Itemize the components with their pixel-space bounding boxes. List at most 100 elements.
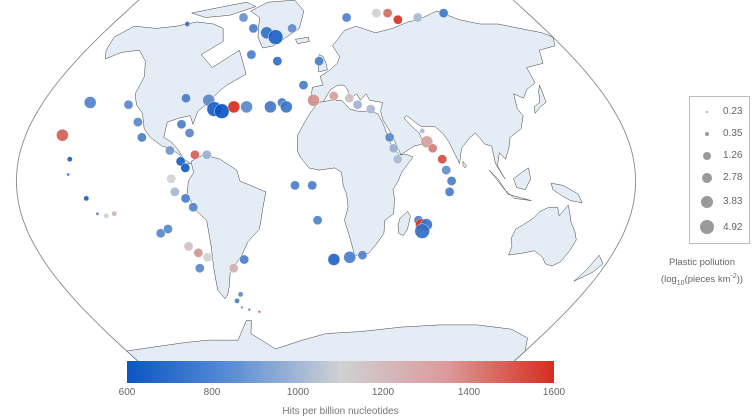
sample-points — [56, 8, 457, 314]
sample-point[interactable] — [228, 263, 239, 274]
sample-point[interactable] — [290, 180, 300, 191]
sample-point[interactable] — [327, 253, 341, 266]
sample-point[interactable] — [165, 145, 175, 156]
sample-point[interactable] — [446, 176, 457, 186]
sample-point[interactable] — [67, 156, 73, 162]
sample-point[interactable] — [194, 263, 205, 274]
sample-point[interactable] — [384, 132, 395, 143]
sample-point[interactable] — [280, 100, 293, 114]
sample-point[interactable] — [382, 8, 393, 18]
sample-point[interactable] — [188, 202, 198, 212]
sample-point[interactable] — [298, 80, 309, 90]
sample-point[interactable] — [137, 132, 147, 143]
size-legend-title-line1: Plastic pollution — [668, 257, 735, 268]
sample-point[interactable] — [444, 187, 455, 197]
size-legend-value: 4.92 — [723, 222, 743, 233]
size-legend-row: 0.35 — [690, 125, 751, 145]
sample-point[interactable] — [184, 21, 191, 27]
size-legend-dot — [700, 220, 714, 234]
sample-point[interactable] — [437, 154, 448, 164]
size-legend-value: 0.23 — [723, 106, 743, 117]
sample-point[interactable] — [181, 93, 191, 103]
sample-point[interactable] — [392, 154, 403, 164]
sample-point[interactable] — [357, 250, 368, 260]
sample-point[interactable] — [180, 163, 191, 173]
sample-point[interactable] — [419, 128, 426, 134]
sample-point[interactable] — [183, 241, 194, 252]
sample-point[interactable] — [344, 93, 355, 103]
sample-point[interactable] — [438, 8, 449, 18]
landmass-madagascar — [397, 211, 411, 236]
sample-point[interactable] — [237, 291, 244, 298]
sample-point[interactable] — [248, 23, 259, 34]
sample-point[interactable] — [95, 211, 100, 216]
sample-point[interactable] — [234, 298, 240, 304]
sample-point[interactable] — [202, 252, 213, 263]
sample-point[interactable] — [227, 100, 241, 114]
sample-point[interactable] — [239, 254, 249, 265]
sample-point[interactable] — [103, 213, 110, 219]
landmass-borneo — [513, 167, 531, 190]
sample-point[interactable] — [341, 12, 352, 23]
sample-point[interactable] — [175, 156, 186, 167]
sample-point[interactable] — [307, 94, 320, 107]
sample-point[interactable] — [83, 96, 97, 109]
sample-point[interactable] — [111, 210, 118, 217]
size-legend-dot — [702, 173, 712, 183]
sample-point[interactable] — [184, 128, 195, 138]
sample-point[interactable] — [240, 100, 253, 114]
sample-point[interactable] — [257, 310, 261, 314]
landmass-new-guinea — [551, 182, 583, 204]
sample-point[interactable] — [163, 224, 173, 234]
sample-point[interactable] — [83, 195, 90, 202]
sample-point[interactable] — [180, 193, 191, 204]
sample-point[interactable] — [307, 180, 318, 191]
sample-point[interactable] — [240, 305, 244, 309]
sample-point[interactable] — [56, 128, 69, 142]
sample-point[interactable] — [246, 49, 257, 60]
sample-point[interactable] — [66, 172, 70, 177]
sample-point[interactable] — [155, 228, 166, 239]
sample-point[interactable] — [201, 149, 212, 160]
sample-point[interactable] — [352, 99, 363, 110]
sample-point[interactable] — [328, 91, 339, 101]
sample-point[interactable] — [238, 12, 249, 23]
sample-point[interactable] — [193, 248, 204, 258]
sample-point[interactable] — [365, 104, 376, 114]
size-legend-dot — [701, 196, 713, 208]
sample-point[interactable] — [314, 56, 324, 66]
unit-text: (log — [660, 274, 677, 286]
unit-superscript: -2 — [730, 273, 737, 280]
sample-point[interactable] — [427, 143, 438, 154]
sample-point[interactable] — [287, 23, 297, 34]
sample-point[interactable] — [123, 99, 134, 110]
sample-point[interactable] — [371, 8, 382, 18]
size-legend-value: 3.83 — [723, 196, 743, 207]
landmass-indonesia — [488, 169, 532, 201]
color-scale-tick: 1400 — [457, 387, 481, 398]
sample-point[interactable] — [190, 149, 200, 160]
sample-point[interactable] — [412, 12, 423, 23]
landmass-new-zealand — [573, 254, 604, 282]
sample-point[interactable] — [166, 173, 176, 184]
color-scale-tick: 1600 — [542, 387, 566, 398]
landmass-sri-lanka — [462, 160, 467, 169]
sample-point[interactable] — [264, 100, 277, 114]
sample-point[interactable] — [176, 119, 187, 130]
sample-point[interactable] — [133, 117, 143, 127]
color-scale-tick: 1200 — [371, 387, 395, 398]
sample-point[interactable] — [393, 14, 403, 25]
size-legend-row: 1.26 — [690, 147, 751, 167]
sample-point[interactable] — [343, 251, 356, 264]
sample-point[interactable] — [214, 103, 230, 119]
sample-point[interactable] — [247, 308, 251, 312]
sample-point[interactable] — [268, 29, 284, 45]
sample-point[interactable] — [272, 56, 283, 66]
color-scale-bar — [127, 361, 554, 383]
sample-point[interactable] — [414, 223, 430, 239]
sample-point[interactable] — [388, 143, 399, 154]
sample-point[interactable] — [441, 165, 452, 175]
sample-point[interactable] — [312, 215, 323, 225]
sample-point[interactable] — [170, 187, 180, 197]
unit-text: (pieces km — [684, 274, 731, 286]
